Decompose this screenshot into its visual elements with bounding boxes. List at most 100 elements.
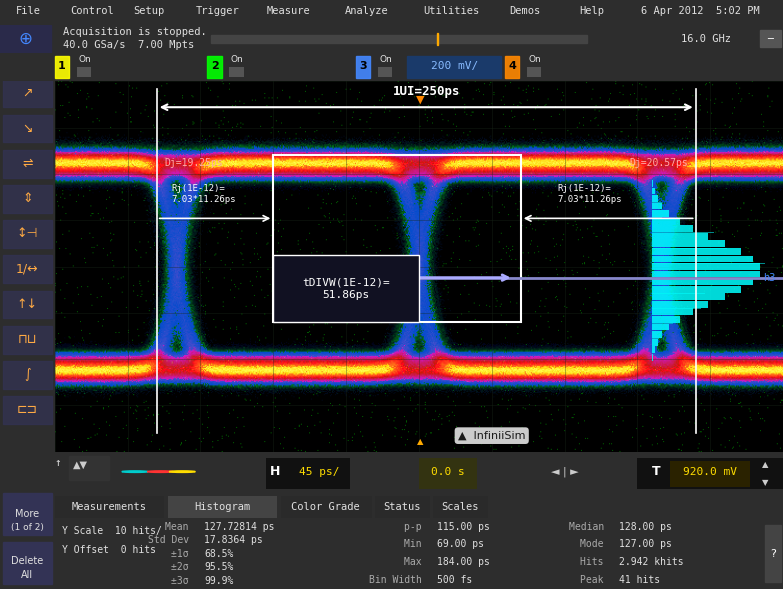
Text: Std Dev: Std Dev — [147, 535, 200, 545]
Text: Y Offset  0 hits: Y Offset 0 hits — [62, 545, 156, 555]
Bar — [652, 218, 680, 224]
Bar — [3, 80, 52, 107]
Bar — [55, 496, 164, 518]
Text: 2.942 khits: 2.942 khits — [619, 557, 684, 567]
Text: Scales: Scales — [442, 502, 479, 512]
Bar — [3, 290, 52, 319]
Text: Mean: Mean — [165, 522, 200, 532]
Text: tDIVW(1E-12)=
51.86ps: tDIVW(1E-12)= 51.86ps — [302, 278, 390, 300]
Bar — [652, 309, 693, 315]
Text: 68.5%: 68.5% — [204, 549, 233, 558]
Circle shape — [122, 471, 148, 472]
Bar — [527, 67, 541, 77]
Bar — [168, 496, 277, 518]
Text: 69.00 ps: 69.00 ps — [437, 540, 484, 550]
Bar — [3, 256, 52, 283]
Bar — [652, 226, 693, 232]
Text: 127.72814 ps: 127.72814 ps — [204, 522, 275, 532]
Text: 16.0 GHz: 16.0 GHz — [681, 34, 731, 44]
Text: File: File — [16, 6, 41, 16]
Text: ⊏⊐: ⊏⊐ — [17, 403, 38, 416]
Bar — [765, 525, 781, 582]
Text: Rj(1E-12)=
7.03*11.26ps: Rj(1E-12)= 7.03*11.26ps — [171, 184, 236, 204]
Text: ?: ? — [770, 549, 776, 558]
Text: Max: Max — [404, 557, 434, 567]
Bar — [652, 293, 725, 300]
Text: ∫: ∫ — [24, 368, 31, 381]
Text: 40.0 GSa/s  7.00 Mpts: 40.0 GSa/s 7.00 Mpts — [63, 40, 194, 50]
Bar — [652, 354, 653, 360]
Bar — [356, 56, 370, 78]
Text: On: On — [78, 55, 91, 64]
Text: 45 ps/: 45 ps/ — [299, 466, 339, 477]
Bar — [273, 256, 419, 322]
Bar — [652, 316, 680, 323]
Text: H: H — [269, 465, 280, 478]
Bar — [652, 203, 662, 210]
Text: Histogram: Histogram — [194, 502, 250, 512]
Bar — [652, 256, 753, 262]
Text: Measure: Measure — [266, 6, 310, 16]
Bar — [652, 180, 653, 187]
Bar — [3, 115, 52, 143]
Text: 41 hits: 41 hits — [619, 575, 660, 585]
Text: 17.8364 ps: 17.8364 ps — [204, 535, 263, 545]
Bar — [280, 496, 372, 518]
Text: Y Scale  10 hits/: Y Scale 10 hits/ — [62, 526, 162, 536]
Text: Min: Min — [404, 540, 434, 550]
Text: Rj(1E-12)=
7.03*11.26ps: Rj(1E-12)= 7.03*11.26ps — [557, 184, 622, 204]
Text: ↑↓: ↑↓ — [17, 298, 38, 311]
Text: Help: Help — [579, 6, 604, 16]
Text: 1/↔: 1/↔ — [16, 263, 38, 276]
Text: Setup: Setup — [133, 6, 164, 16]
Text: Mode: Mode — [580, 540, 615, 550]
Bar — [375, 496, 430, 518]
Text: 127.00 ps: 127.00 ps — [619, 540, 672, 550]
Text: 115.00 ps: 115.00 ps — [437, 522, 490, 532]
Text: 2: 2 — [211, 61, 218, 71]
Bar — [273, 155, 521, 322]
Bar — [3, 326, 52, 353]
Bar — [652, 301, 709, 307]
Bar — [652, 271, 760, 277]
Bar — [437, 32, 438, 45]
Text: ▲  InfiniiSim: ▲ InfiniiSim — [458, 431, 525, 441]
Bar — [3, 185, 52, 213]
Bar — [505, 56, 519, 78]
Text: 95.5%: 95.5% — [204, 562, 233, 572]
Bar — [3, 493, 52, 535]
Text: p-p: p-p — [404, 522, 434, 532]
Text: 500 fs: 500 fs — [437, 575, 472, 585]
Bar — [55, 56, 69, 78]
Circle shape — [147, 471, 174, 472]
Text: Demos: Demos — [509, 6, 540, 16]
Text: 200 mV/: 200 mV/ — [431, 61, 478, 71]
Bar — [3, 542, 52, 584]
Bar — [3, 220, 52, 248]
Bar — [419, 458, 477, 489]
Text: Dj=20.57ps: Dj=20.57ps — [630, 158, 688, 168]
Bar — [407, 56, 501, 78]
Text: All: All — [21, 570, 34, 580]
Text: ↕⊣: ↕⊣ — [16, 227, 38, 240]
Bar — [652, 346, 655, 353]
Text: 184.00 ps: 184.00 ps — [437, 557, 490, 567]
Text: ◄ | ►: ◄ | ► — [550, 466, 579, 477]
Bar — [637, 458, 783, 489]
Circle shape — [169, 471, 195, 472]
Bar — [760, 31, 781, 47]
Bar — [652, 195, 658, 202]
Text: On: On — [231, 55, 244, 64]
Text: Hits: Hits — [580, 557, 615, 567]
Bar — [652, 331, 662, 338]
Text: ±2σ: ±2σ — [171, 562, 200, 572]
Bar — [652, 339, 658, 346]
Bar — [378, 67, 392, 77]
Text: 99.9%: 99.9% — [204, 575, 233, 585]
Bar — [670, 461, 750, 487]
Bar — [652, 187, 655, 194]
Text: Analyze: Analyze — [345, 6, 388, 16]
Text: ↑: ↑ — [55, 458, 62, 468]
Bar — [70, 456, 110, 481]
Text: Control: Control — [70, 6, 114, 16]
